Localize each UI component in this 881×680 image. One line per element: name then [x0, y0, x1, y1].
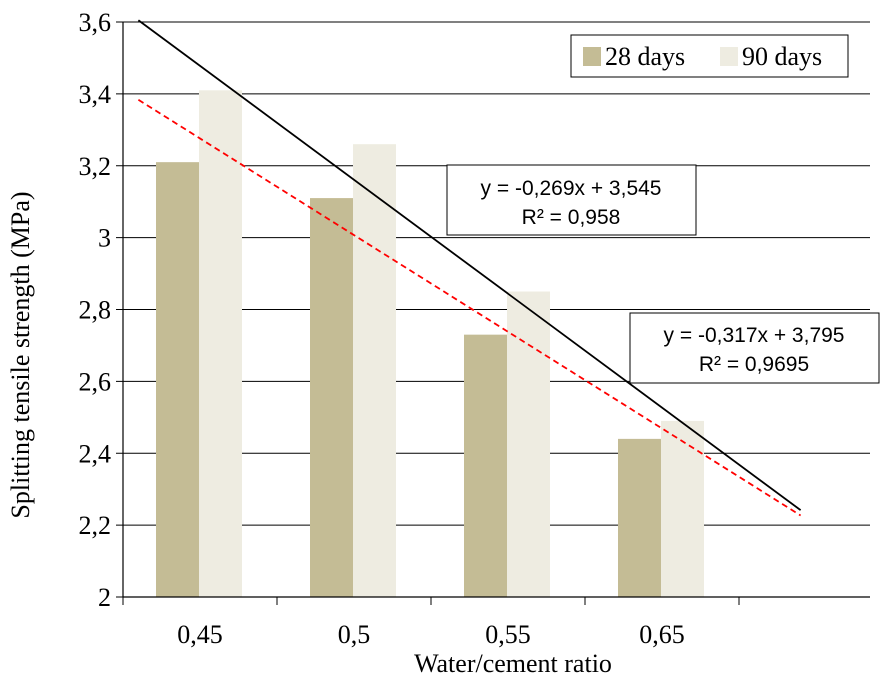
- annotation-box: [629, 312, 880, 384]
- y-tick-label: 2: [98, 583, 111, 612]
- legend-box: [570, 34, 849, 78]
- annotation-box: [446, 164, 697, 236]
- y-tick-label: 3,4: [79, 80, 112, 109]
- trendline-equation-28-days: y = -0,269x + 3,545: [481, 177, 662, 200]
- trendlines: [137, 19, 802, 517]
- y-tick-label: 2,4: [79, 439, 112, 468]
- bar-90-days-1: [199, 90, 242, 597]
- trendline-28-days: [137, 99, 802, 517]
- x-tick-label: 0,55: [485, 620, 531, 649]
- bar-28-days-1: [156, 162, 199, 597]
- trendline-annotation-90-days: y = -0,317x + 3,795 R² = 0,9695: [629, 312, 880, 384]
- x-tick-labels: 0,45 0,5 0,55 0,65: [177, 620, 685, 649]
- x-axis-label: Water/cement ratio: [414, 649, 612, 678]
- bar-28-days-4: [618, 438, 661, 597]
- x-tick-label: 0,45: [177, 620, 223, 649]
- bar-90-days-2: [353, 144, 396, 597]
- y-axis-label: Splitting tensile strength (MPa): [6, 191, 35, 518]
- legend-swatch-90-days: [720, 47, 738, 66]
- legend-label-28-days: 28 days: [605, 42, 685, 71]
- y-tick-label: 3,6: [79, 8, 112, 37]
- y-tick-label: 3,2: [79, 152, 112, 181]
- y-tick-label: 3: [98, 224, 111, 253]
- bar-28-days-3: [464, 334, 507, 597]
- y-tick-labels: 2 2,2 2,4 2,6 2,8 3 3,2 3,4 3,6: [79, 8, 112, 612]
- x-tick-label: 0,65: [639, 620, 685, 649]
- trendline-90-days: [137, 19, 802, 511]
- y-tick-label: 2,8: [79, 296, 112, 325]
- y-tick-label: 2,6: [79, 367, 112, 396]
- trendline-r2-90-days: R² = 0,9695: [699, 353, 809, 376]
- bar-90-days-3: [507, 291, 550, 597]
- x-tick-label: 0,5: [338, 620, 371, 649]
- legend-label-90-days: 90 days: [742, 42, 822, 71]
- y-tick-label: 2,2: [79, 511, 112, 540]
- legend: 28 days 90 days: [570, 34, 849, 78]
- trendline-r2-28-days: R² = 0,958: [522, 206, 621, 229]
- legend-swatch-28-days: [583, 47, 601, 66]
- axes: [116, 21, 870, 605]
- trendline-equation-90-days: y = -0,317x + 3,795: [664, 324, 845, 347]
- bar-28-days-2: [310, 198, 353, 597]
- bar-90-days-4: [661, 420, 704, 597]
- bar-series: [156, 90, 704, 597]
- trendline-annotation-28-days: y = -0,269x + 3,545 R² = 0,958: [446, 164, 697, 236]
